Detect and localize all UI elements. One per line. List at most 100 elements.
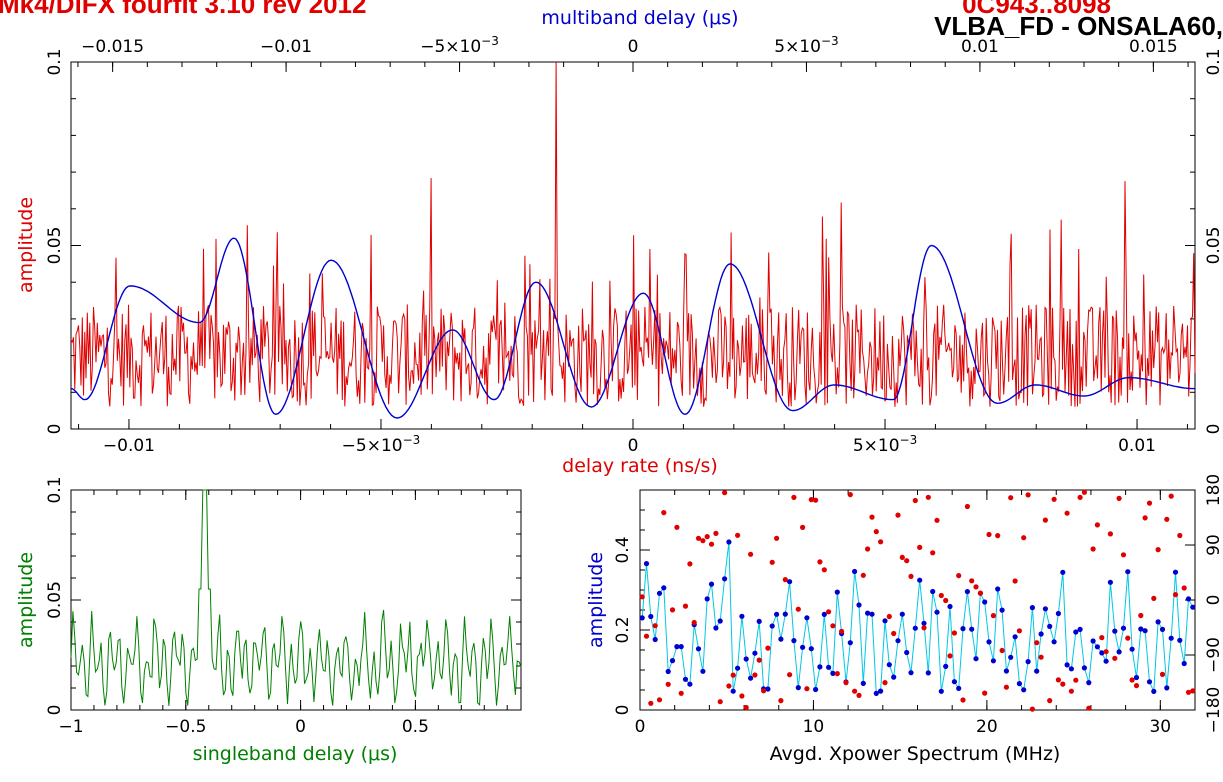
xpower-amplitude-point <box>1081 665 1087 671</box>
xpower-phase-point <box>1190 688 1196 694</box>
xpower-amplitude-point <box>1025 659 1031 665</box>
xpower-phase-point <box>1047 698 1053 704</box>
xpower-amplitude-point <box>765 686 771 692</box>
xpower-amplitude-axis-label: amplitude <box>585 552 607 648</box>
xpower-amplitude-point <box>756 618 762 625</box>
xpower-phase-point <box>834 671 840 677</box>
xpower-phase-point <box>1051 496 1057 502</box>
xpower-amplitude-point <box>1077 626 1083 633</box>
xpower-phase-point <box>1099 635 1105 641</box>
bottom-tick-label: 5×10−3 <box>853 433 917 456</box>
xpower-amplitude-point <box>973 656 979 662</box>
xpower-amplitude-point <box>700 668 706 674</box>
xpower-phase-point <box>713 530 719 537</box>
delay-rate-axis-label: delay rate (ns/s) <box>562 455 718 477</box>
xpower-amplitude-point <box>1073 629 1079 635</box>
xpower-amplitude-point <box>1151 688 1157 695</box>
xpower-amplitude-point <box>813 686 819 693</box>
xpower-amplitude-point <box>834 589 840 595</box>
xpower-phase-point <box>643 633 650 639</box>
xpower-amplitude-point <box>1112 628 1118 634</box>
xpower-phase-point <box>730 672 736 678</box>
main-y-tick-label-right: 0.1 <box>1204 48 1223 75</box>
xpower-amplitude-point <box>830 670 836 677</box>
xp-y-tick-label: 0.2 <box>613 616 633 643</box>
xpower-phase-point <box>891 630 897 637</box>
xpower-phase-point <box>878 539 884 545</box>
xpower-phase-point <box>756 657 762 663</box>
xpower-amplitude-point <box>695 646 702 652</box>
xpower-phase-point <box>860 572 866 578</box>
xpower-phase-point <box>899 554 905 561</box>
xpower-phase-point <box>930 550 936 556</box>
xpower-amplitude-point <box>656 590 663 596</box>
xpower-phase-point <box>682 603 689 609</box>
xpower-amplitude-point <box>1068 666 1074 672</box>
xp-phase-tick-label: −90 <box>1204 637 1223 673</box>
xpower-amplitude-point <box>930 588 936 595</box>
xpower-amplitude-point <box>704 596 710 602</box>
xpower-phase-point <box>1125 635 1131 641</box>
xpower-amplitude-point <box>795 685 801 691</box>
xpower-phase-point <box>639 594 645 600</box>
xpower-amplitude-point <box>1012 634 1018 640</box>
xpower-phase-point <box>695 535 702 541</box>
xpower-phase-point <box>821 567 827 573</box>
xpower-amplitude-point <box>1055 610 1061 617</box>
xpower-amplitude-point <box>1155 619 1161 625</box>
xpower-amplitude-point <box>652 636 658 643</box>
xpower-amplitude-point <box>1008 654 1014 660</box>
xpower-amplitude-point <box>669 658 676 664</box>
sb-x-tick-label: 0.5 <box>402 717 429 737</box>
xpower-phase-point <box>1073 677 1079 683</box>
xpower-phase-point <box>1142 515 1148 521</box>
xpower-phase-point <box>808 497 814 503</box>
xpower-amplitude-point <box>882 618 888 624</box>
xpower-amplitude-point <box>1103 658 1109 664</box>
xpower-amplitude-point <box>713 625 719 631</box>
xpower-amplitude-point <box>847 640 853 646</box>
xpower-phase-point <box>1008 495 1014 501</box>
xpower-amplitude-point <box>804 615 810 621</box>
xpower-phase-point <box>656 697 663 703</box>
xpower-phase-point <box>778 698 784 704</box>
xpower-phase-point <box>1068 688 1074 694</box>
xpower-phase-point <box>1029 706 1035 712</box>
xpower-phase-point <box>1112 655 1118 661</box>
xpower-phase-point <box>1060 681 1066 687</box>
xpower-amplitude-point <box>1129 646 1135 652</box>
xpower-phase-point <box>912 497 918 504</box>
xpower-phase-point <box>1107 531 1113 537</box>
singleband-amplitude-axis-label: amplitude <box>15 552 37 648</box>
main-y-tick-label: 0.05 <box>45 227 65 265</box>
xpower-phase-point <box>934 517 940 523</box>
xpower-phase-point <box>843 680 849 686</box>
xpower-amplitude-point <box>1138 626 1144 632</box>
xpower-amplitude-point <box>873 690 879 697</box>
xpower-phase-point <box>765 645 771 651</box>
xpower-phase-point <box>1012 578 1018 584</box>
xpower-amplitude-point <box>682 676 689 682</box>
xpower-amplitude-point <box>739 613 745 619</box>
xpower-amplitude-point <box>1146 679 1153 685</box>
xpower-phase-point <box>925 494 931 500</box>
sb-y-tick-label: 0.1 <box>45 476 65 503</box>
bottom-tick-label: 0.01 <box>1118 436 1156 456</box>
xpower-amplitude-point <box>964 589 971 595</box>
xpower-amplitude-point <box>1021 687 1027 693</box>
main-y-tick-label-right: 0 <box>1204 424 1223 435</box>
xpower-phase-point <box>1042 517 1048 523</box>
xpower-phase-point <box>951 630 958 636</box>
sb-x-tick-label: −1 <box>58 717 83 737</box>
xpower-amplitude-point <box>1042 606 1048 612</box>
xpower-phase-point <box>1103 649 1109 655</box>
xpower-amplitude-point <box>895 638 901 644</box>
singleband-panel-frame <box>70 489 522 711</box>
xpower-phase-point <box>1086 705 1092 711</box>
xpower-amplitude-point <box>869 611 875 617</box>
xpower-phase-point <box>1129 677 1135 683</box>
xpower-amplitude-point <box>1094 644 1100 650</box>
xpower-phase-point <box>1120 552 1127 558</box>
xpower-phase-point <box>1003 684 1010 690</box>
xp-x-tick-label: 20 <box>976 717 998 737</box>
